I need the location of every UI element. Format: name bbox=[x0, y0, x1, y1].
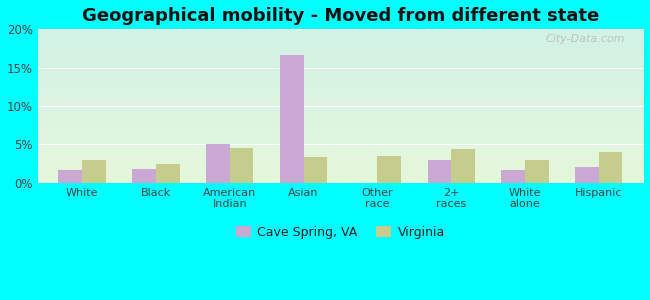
Bar bbox=[304, 157, 327, 183]
Text: City-Data.com: City-Data.com bbox=[545, 34, 625, 44]
Bar bbox=[229, 148, 254, 183]
Title: Geographical mobility - Moved from different state: Geographical mobility - Moved from diffe… bbox=[82, 7, 599, 25]
Bar bbox=[58, 170, 82, 183]
Bar bbox=[82, 160, 106, 183]
Legend: Cave Spring, VA, Virginia: Cave Spring, VA, Virginia bbox=[231, 221, 450, 244]
Bar bbox=[599, 152, 623, 183]
Bar bbox=[156, 164, 179, 183]
Bar bbox=[575, 167, 599, 183]
Bar bbox=[525, 160, 549, 183]
Bar bbox=[428, 160, 451, 183]
Bar bbox=[133, 169, 156, 183]
Bar bbox=[280, 56, 304, 183]
Bar bbox=[501, 170, 525, 183]
Bar bbox=[378, 156, 401, 183]
Bar bbox=[451, 149, 474, 183]
Bar bbox=[206, 144, 229, 183]
